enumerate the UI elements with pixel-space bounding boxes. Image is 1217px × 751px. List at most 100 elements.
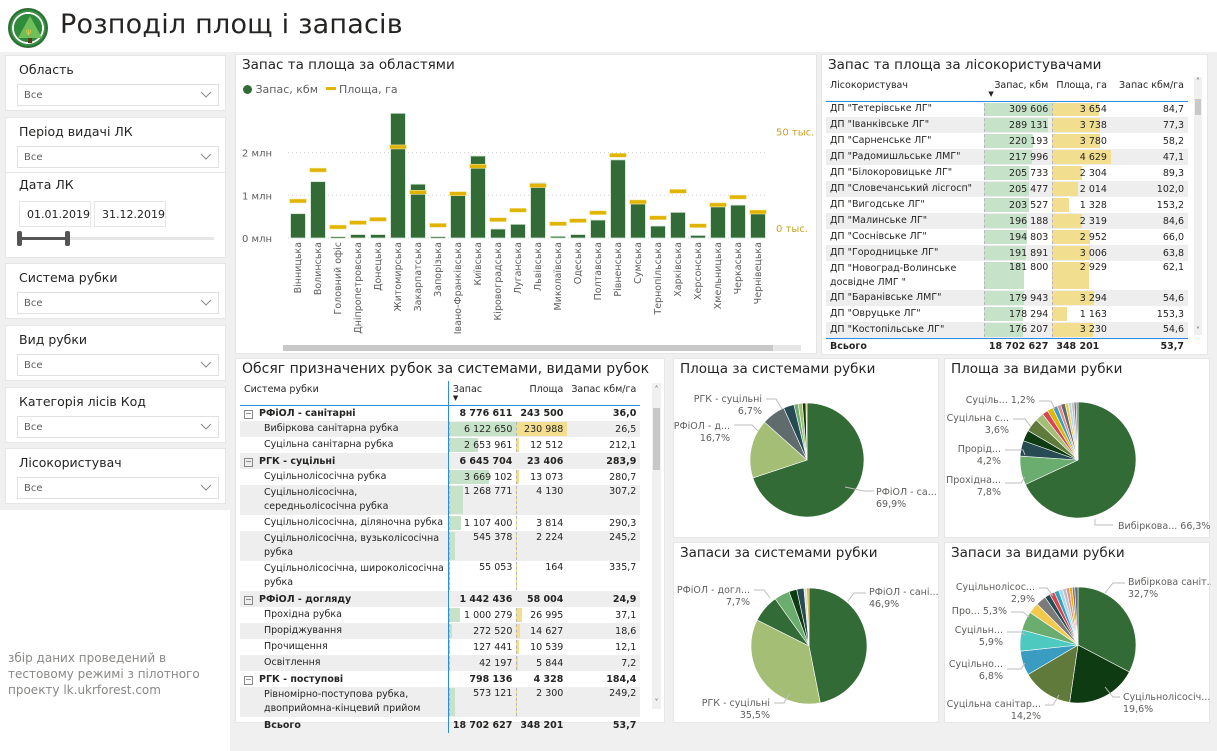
bar-stock[interactable] — [590, 219, 606, 239]
table-row[interactable]: Суцільнолісосічна, вузьколісосічна рубка … — [240, 531, 641, 561]
area-marker[interactable] — [709, 202, 727, 208]
bar-stock[interactable] — [410, 183, 426, 239]
bar-stock[interactable] — [530, 182, 546, 239]
column-header[interactable]: Запас кбм/га — [1119, 80, 1184, 91]
table-row[interactable]: Суцільнолісосічна, широколісосічна рубка … — [240, 561, 640, 591]
region-dropdown[interactable]: Все — [17, 84, 219, 106]
area-marker[interactable] — [689, 223, 707, 228]
table-row[interactable]: ДП "Сарненське ЛГ" 220 193 3 780 58,2 — [826, 133, 1188, 149]
area-marker[interactable] — [749, 209, 767, 215]
bar-stock[interactable] — [750, 212, 766, 239]
column-header[interactable]: Запас, кбм ▼ — [988, 80, 1049, 98]
table-row[interactable]: ДП "Тетерівське ЛГ" 309 606 3 654 84,7 — [826, 101, 1188, 117]
bar-stock[interactable] — [450, 194, 466, 239]
bar-stock[interactable] — [650, 225, 666, 239]
table-row[interactable]: Суцільнолісосічна рубка 3 669 102 13 073… — [240, 469, 640, 485]
bar-stock[interactable] — [370, 234, 386, 239]
area-marker[interactable] — [309, 167, 327, 173]
pie-slice[interactable] — [749, 421, 808, 479]
area-marker[interactable] — [329, 224, 347, 230]
scroll-down-icon[interactable]: ˅ — [654, 698, 659, 707]
table-row[interactable]: Освітлення 42 197 5 844 7,2 — [240, 655, 641, 671]
table-row[interactable]: ДП "Соснівське ЛГ" 194 803 2 952 66,0 — [826, 229, 1188, 245]
table-row[interactable]: ДП "Радомишльське ЛМГ" 217 996 4 629 47,… — [826, 149, 1188, 165]
table-row[interactable]: ДП "Білокоровицьке ЛГ" 205 733 2 304 89,… — [826, 165, 1188, 181]
forest-user-dropdown[interactable]: Все — [17, 477, 219, 499]
table-row[interactable]: ДП "Вигодське ЛГ" 203 527 1 328 153,2 — [826, 197, 1188, 213]
area-marker[interactable] — [569, 218, 587, 223]
bar-stock[interactable] — [670, 211, 686, 239]
area-marker[interactable] — [369, 217, 387, 222]
scroll-up-icon[interactable]: ˄ — [1196, 77, 1200, 86]
area-marker[interactable] — [609, 152, 627, 158]
area-marker[interactable] — [429, 222, 447, 228]
group-row[interactable]: − РФіОЛ - догляду 1 442 436 58 004 24,9 — [240, 591, 641, 607]
bar-stock[interactable] — [550, 235, 566, 239]
bar-stock[interactable] — [430, 236, 446, 239]
area-marker[interactable] — [509, 207, 527, 213]
scroll-up-icon[interactable]: ˄ — [654, 385, 659, 394]
date-to-input[interactable]: 31.12.2019 — [94, 201, 166, 227]
collapse-icon[interactable]: − — [244, 594, 253, 605]
cut-type-dropdown[interactable]: Все — [17, 354, 219, 376]
table-row[interactable]: ДП "Городницьке ЛГ" 191 891 3 006 63,8 — [826, 245, 1188, 261]
table-row[interactable]: Суцільнолісосічна, діляночна рубка 1 107… — [240, 515, 640, 531]
date-range-handle-start[interactable] — [17, 231, 22, 246]
area-marker[interactable] — [469, 163, 487, 169]
group-row[interactable]: − РГК - поступові 798 136 4 328 184,4 — [240, 671, 640, 687]
bar-stock[interactable] — [610, 159, 626, 239]
bar-stock[interactable] — [470, 155, 486, 239]
date-from-input[interactable]: 01.01.2019 — [19, 201, 91, 227]
table-row[interactable]: Вибіркова санітарна рубка 6 122 650 230 … — [240, 421, 641, 437]
chart-scrollbar-thumb[interactable] — [283, 345, 773, 351]
group-row[interactable]: − РФіОЛ - санітарні 8 776 611 243 500 36,… — [240, 405, 640, 421]
bar-stock[interactable] — [710, 206, 726, 239]
area-marker[interactable] — [729, 194, 747, 200]
table-row[interactable]: ДП "Іванківське ЛГ" 289 131 3 738 77,3 — [826, 117, 1188, 133]
column-header[interactable]: Площа — [529, 384, 564, 395]
pie-slice[interactable] — [1025, 401, 1137, 519]
scrollbar-thumb[interactable] — [653, 408, 660, 470]
area-marker[interactable] — [549, 221, 567, 227]
date-range-handle-end[interactable] — [65, 231, 70, 246]
users-table-scrollbar[interactable]: ˄ ˅ — [1194, 77, 1202, 335]
pie-slice[interactable] — [752, 402, 865, 518]
area-marker[interactable] — [529, 183, 547, 188]
area-marker[interactable] — [649, 215, 667, 221]
table-row[interactable]: ДП "Овруцьке ЛГ" 178 294 1 163 153,3 — [826, 306, 1188, 322]
area-marker[interactable] — [289, 198, 307, 204]
pie-slice[interactable] — [805, 402, 808, 461]
bar-stock[interactable] — [290, 213, 306, 239]
collapse-icon[interactable]: − — [244, 408, 253, 419]
table-row[interactable]: ДП "Новоград-Волинське досвідне ЛМГ " 181… — [826, 261, 1188, 290]
column-header[interactable]: Система рубки — [244, 384, 319, 395]
table-row[interactable]: Прочищення 127 441 10 539 12,1 — [240, 639, 640, 655]
table-row[interactable]: ДП "Словечанський лісгосп" 205 477 2 014… — [826, 181, 1188, 197]
chart-scrollbar[interactable] — [283, 345, 801, 351]
bar-stock[interactable] — [390, 112, 406, 239]
area-marker[interactable] — [669, 189, 687, 194]
area-marker[interactable] — [409, 189, 427, 195]
collapse-icon[interactable]: − — [244, 674, 253, 685]
pie-slice[interactable] — [1069, 644, 1130, 704]
table-row[interactable]: Прохідна рубка 1 000 279 26 995 37,1 — [240, 607, 640, 623]
pie-slice[interactable] — [1075, 401, 1079, 461]
area-marker[interactable] — [489, 217, 507, 223]
area-marker[interactable] — [389, 144, 407, 150]
table-row[interactable]: ДП "Баранівське ЛМГ" 179 943 3 294 54,6 — [826, 290, 1188, 306]
pie-slice[interactable] — [806, 587, 810, 647]
bar-stock[interactable] — [510, 223, 526, 239]
bar-stock[interactable] — [730, 204, 746, 239]
cuts-table-scrollbar[interactable]: ˄ ˅ — [652, 383, 661, 709]
pie-slice[interactable] — [1077, 586, 1137, 673]
collapse-icon[interactable]: − — [244, 456, 253, 467]
pie-slice[interactable] — [1074, 586, 1079, 646]
bar-stock[interactable] — [690, 235, 706, 239]
table-row[interactable]: Суцільнолісосічна, середньолісосічна рубк… — [240, 485, 641, 515]
bar-stock[interactable] — [490, 228, 506, 239]
pie-slice[interactable] — [1027, 644, 1079, 703]
bar-stock[interactable] — [330, 236, 346, 239]
table-row[interactable]: Рівномірно-поступова рубка, двоприйомна-к… — [240, 687, 641, 717]
column-header[interactable]: Запас ▼ — [447, 381, 517, 405]
bar-stock[interactable] — [350, 234, 366, 239]
